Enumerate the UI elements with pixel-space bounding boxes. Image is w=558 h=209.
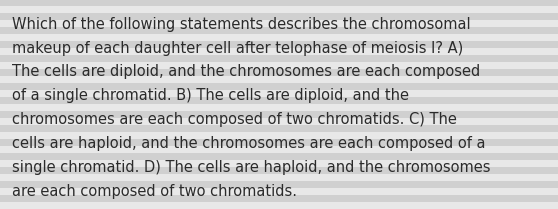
Bar (0, 160, 558, 167)
Bar (0, 181, 558, 188)
Text: of a single chromatid. B) The cells are diploid, and the: of a single chromatid. B) The cells are … (12, 88, 409, 103)
Bar (0, 111, 558, 118)
Bar (0, 48, 558, 55)
Bar (0, 202, 558, 209)
Bar (0, 90, 558, 97)
Bar (0, 83, 558, 90)
Bar (0, 0, 558, 6)
Bar (0, 125, 558, 132)
Bar (0, 20, 558, 27)
Bar (0, 153, 558, 160)
Text: Which of the following statements describes the chromosomal: Which of the following statements descri… (12, 17, 471, 32)
Bar (0, 118, 558, 125)
Bar (0, 139, 558, 146)
Bar (0, 41, 558, 48)
Text: makeup of each daughter cell after telophase of meiosis I? A): makeup of each daughter cell after telop… (12, 41, 464, 56)
Bar (0, 174, 558, 181)
Bar (0, 132, 558, 139)
Text: single chromatid. D) The cells are haploid, and the chromosomes: single chromatid. D) The cells are haplo… (12, 160, 491, 175)
Bar (0, 69, 558, 76)
Bar (0, 62, 558, 69)
Bar (0, 167, 558, 174)
Text: cells are haploid, and the chromosomes are each composed of a: cells are haploid, and the chromosomes a… (12, 136, 486, 151)
Bar (0, 104, 558, 111)
Bar (0, 34, 558, 41)
Bar (0, 188, 558, 195)
Bar (0, 195, 558, 202)
Bar (0, 97, 558, 104)
Bar (0, 6, 558, 13)
Bar (0, 146, 558, 153)
Bar (0, 27, 558, 34)
Bar (0, 13, 558, 20)
Bar (0, 76, 558, 83)
Text: chromosomes are each composed of two chromatids. C) The: chromosomes are each composed of two chr… (12, 112, 457, 127)
Bar (0, 55, 558, 62)
Text: are each composed of two chromatids.: are each composed of two chromatids. (12, 184, 297, 199)
Text: The cells are diploid, and the chromosomes are each composed: The cells are diploid, and the chromosom… (12, 64, 480, 79)
